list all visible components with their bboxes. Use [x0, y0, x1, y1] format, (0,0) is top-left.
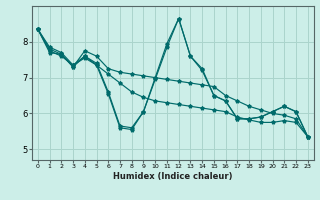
X-axis label: Humidex (Indice chaleur): Humidex (Indice chaleur)	[113, 172, 233, 181]
